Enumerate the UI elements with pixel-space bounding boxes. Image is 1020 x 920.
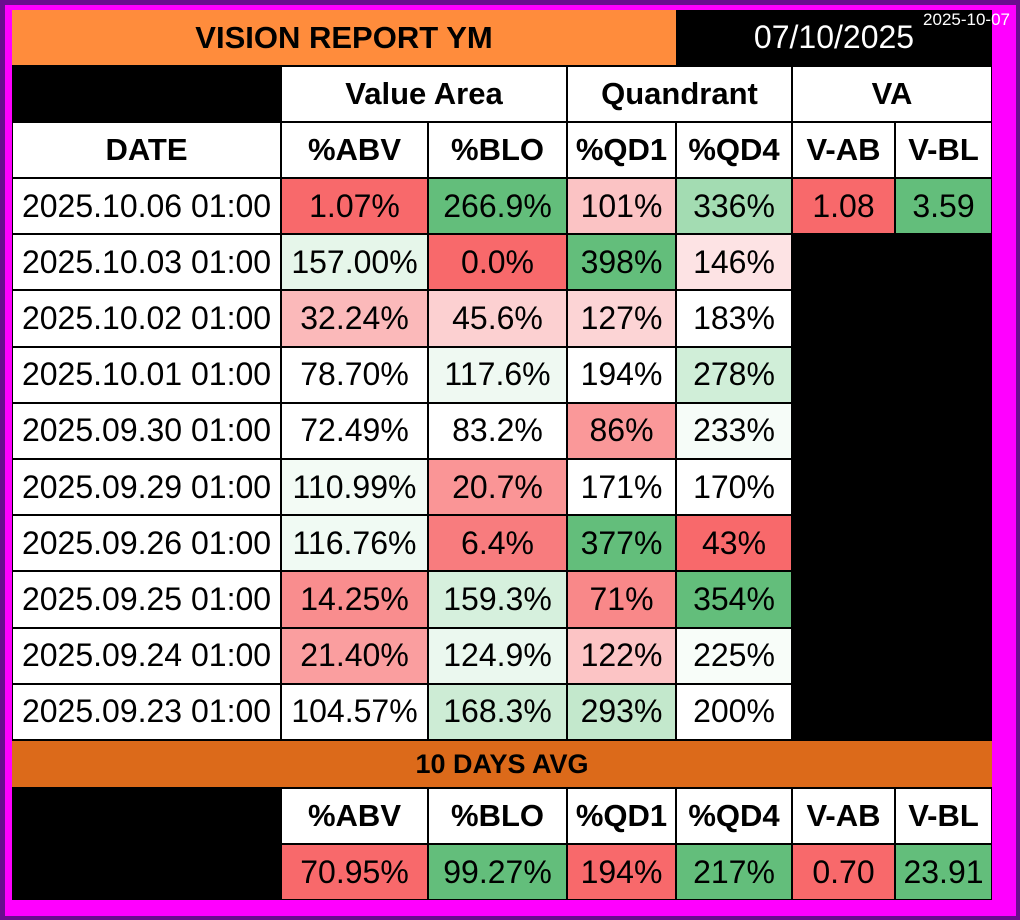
row-date: 2025.10.03 01:00 [13,235,280,290]
avg-value-vab: 0.70 [793,845,894,899]
table-cell-qd1: 71% [568,572,675,627]
column-header-qd1: %QD1 [568,123,675,177]
column-header-date: DATE [13,123,280,177]
table-cell-blo: 6.4% [429,516,566,571]
avg-header-abv: %ABV [282,789,427,843]
row-date: 2025.09.24 01:00 [13,628,280,683]
table-cell-qd1: 194% [568,347,675,402]
row-date: 2025.09.23 01:00 [13,684,280,739]
table-cell-blo: 83.2% [429,403,566,458]
table-cell-qd1: 377% [568,516,675,571]
table-cell-abv: 104.57% [282,684,427,739]
table-cell-abv: 21.40% [282,628,427,683]
group-header-value-area: Value Area [282,67,566,121]
table-cell-blo: 45.6% [429,291,566,346]
row-date: 2025.09.25 01:00 [13,572,280,627]
avg-header-blo: %BLO [429,789,566,843]
column-header-qd4: %QD4 [677,123,791,177]
report-title: VISION REPORT YM [12,10,676,65]
table-cell-blo: 266.9% [429,179,566,234]
table-cell-blo: 117.6% [429,347,566,402]
avg-value-blo: 99.27% [429,845,566,899]
table-cell-abv: 78.70% [282,347,427,402]
table-cell-qd4: 200% [677,684,791,739]
table-cell-abv: 116.76% [282,516,427,571]
row-date: 2025.10.06 01:00 [13,179,280,234]
table-cell-blo: 124.9% [429,628,566,683]
table-cell-abv: 72.49% [282,403,427,458]
table-cell-qd4: 354% [677,572,791,627]
table-cell-abv: 110.99% [282,460,427,515]
table-cell-qd1: 171% [568,460,675,515]
column-header-blo: %BLO [429,123,566,177]
row-date: 2025.09.30 01:00 [13,403,280,458]
row-date: 2025.10.02 01:00 [13,291,280,346]
table-cell-blo: 168.3% [429,684,566,739]
report-date: 07/10/2025 [676,10,992,65]
table-cell-qd1: 293% [568,684,675,739]
row-date: 2025.09.29 01:00 [13,460,280,515]
table-cell-abv: 1.07% [282,179,427,234]
table-cell-abv: 157.00% [282,235,427,290]
table-cell-qd4: 146% [677,235,791,290]
column-header-abv: %ABV [282,123,427,177]
table-cell-qd1: 101% [568,179,675,234]
table-cell-qd4: 233% [677,403,791,458]
group-header-quadrant: Quandrant [568,67,791,121]
table-cell-qd1: 398% [568,235,675,290]
va-value-vab: 1.08 [793,179,894,234]
table-cell-qd1: 86% [568,403,675,458]
table-cell-blo: 20.7% [429,460,566,515]
row-date: 2025.10.01 01:00 [13,347,280,402]
table-cell-qd4: 43% [677,516,791,571]
column-header-vab: V-AB [793,123,894,177]
table-cell-blo: 159.3% [429,572,566,627]
avg-header-qd1: %QD1 [568,789,675,843]
table-cell-abv: 14.25% [282,572,427,627]
va-value-vbl: 3.59 [896,179,991,234]
avg-value-qd4: 217% [677,845,791,899]
row-date: 2025.09.26 01:00 [13,516,280,571]
avg-header-vab: V-AB [793,789,894,843]
group-header-va: VA [793,67,991,121]
avg-header-qd4: %QD4 [677,789,791,843]
table-cell-qd4: 183% [677,291,791,346]
column-header-vbl: V-BL [896,123,991,177]
table-cell-qd1: 122% [568,628,675,683]
table-cell-blo: 0.0% [429,235,566,290]
avg-value-qd1: 194% [568,845,675,899]
avg-section-title: 10 DAYS AVG [12,741,992,787]
table-cell-qd4: 278% [677,347,791,402]
avg-header-vbl: V-BL [896,789,991,843]
report-timestamp: 2025-10-07 [923,10,1010,29]
table-cell-qd4: 170% [677,460,791,515]
table-cell-abv: 32.24% [282,291,427,346]
avg-value-vbl: 23.91 [896,845,991,899]
table-cell-qd4: 225% [677,628,791,683]
avg-value-abv: 70.95% [282,845,427,899]
table-cell-qd4: 336% [677,179,791,234]
table-cell-qd1: 127% [568,291,675,346]
